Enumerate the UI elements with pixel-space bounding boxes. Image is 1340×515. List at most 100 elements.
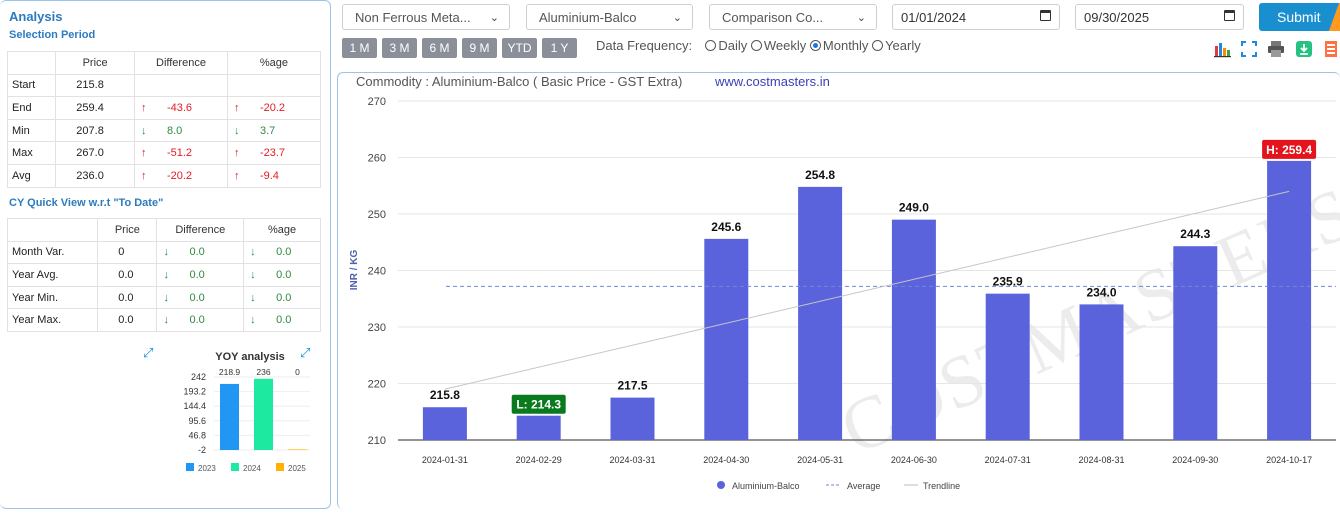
bar-value-label: 254.8 [805,168,835,182]
arrow-down-icon: ↓ [163,246,169,259]
y-tick-label: 210 [368,435,386,447]
freq-yearly-label[interactable]: Yearly [885,38,921,53]
commodity-select[interactable]: Aluminium-Balco ⌄ [526,4,693,30]
to-date-input[interactable]: 09/30/2025 [1075,4,1244,30]
range-1y-button[interactable]: 1 Y [542,38,577,58]
calendar-icon[interactable] [1224,10,1235,21]
bar[interactable] [516,415,561,440]
freq-monthly-label[interactable]: Monthly [822,38,869,53]
bar-value-label: 245.6 [711,220,741,234]
range-1m-button[interactable]: 1 M [342,38,377,58]
radio-monthly[interactable] [809,40,821,51]
expand-icon[interactable]: ⤢ [143,345,154,360]
x-tick-label: 2024-08-31 [1078,455,1124,465]
radio-weekly[interactable] [750,40,762,51]
radio-daily[interactable] [705,40,717,51]
percentage-cell-value: 0.0 [276,246,292,259]
bar-value-label: 217.5 [617,379,647,393]
radio-yearly[interactable] [872,40,884,51]
analysis-panel: Analysis Selection Period Price Differen… [0,0,331,509]
yoy-legend-label: 2024 [243,464,261,473]
difference-cell: ↓ 0.0 [156,240,245,265]
range-3m-button[interactable]: 3 M [382,38,417,58]
x-tick-label: 2024-04-30 [703,455,749,465]
table-row: Year Avg. 0.0 ↓ 0.0 ↓ 0.0 [6,263,321,287]
percentage-cell: ↓ 0.0 [243,308,321,332]
bar[interactable] [985,293,1030,440]
chart-site-link[interactable]: www.costmasters.in [714,74,830,89]
bar[interactable] [1079,304,1124,440]
range-9m-button[interactable]: 9 M [462,38,497,58]
legend-label[interactable]: Trendline [923,481,960,491]
legend-marker[interactable] [717,481,725,489]
selection-period-table: Price Difference %age Start 215.8 End 259.4… [6,51,322,188]
bar[interactable] [891,219,936,440]
freq-daily-label[interactable]: Daily [718,38,748,53]
chart-panel: COSTMASTERS Commodity : Aluminium-Balco … [337,72,1340,509]
submit-button[interactable]: Submit [1259,3,1340,31]
percentage-cell [226,73,322,98]
freq-weekly-label[interactable]: Weekly [763,38,807,53]
accent-stripe [1328,3,1340,31]
percentage-cell: ↑ -20.2 [226,96,322,120]
to-date-value: 09/30/2025 [1084,10,1150,25]
table-row: Min 207.8 ↓ 8.0 ↓ 3.7 [6,118,322,143]
export-icon[interactable] [1323,40,1340,58]
difference-cell: ↓ 0.0 [156,285,245,310]
row-label: Max [6,141,57,165]
bar-value-label: 235.9 [993,275,1023,289]
legend-label[interactable]: Aluminium-Balco [732,481,800,491]
yoy-chart: YOY analysis 242 193.2 144.4 95.6 46.8 -2 218.9… [183,351,310,473]
table-row: Year Min. 0.0 ↓ 0.0 ↓ 0.0 [6,285,321,310]
yoy-y-tick: 193.2 [183,387,206,397]
arrow-up-icon: ↑ [140,101,147,114]
price-chart: COSTMASTERS Commodity : Aluminium-Balco … [349,74,1340,491]
category-select[interactable]: Non Ferrous Meta... ⌄ [342,4,510,30]
difference-cell: ↓ 0.0 [156,308,245,332]
yoy-legend-label: 2025 [288,464,306,473]
legend-label[interactable]: Average [847,481,880,491]
range-ytd-button[interactable]: YTD [502,38,537,58]
percentage-cell: ↓ 3.7 [226,118,322,143]
percentage-cell: ↑ -23.7 [226,141,322,165]
range-6m-button[interactable]: 6 M [422,38,457,58]
chart-type-icon[interactable] [1213,40,1231,58]
x-tick-label: 2024-07-31 [985,455,1031,465]
calendar-icon[interactable] [1040,10,1051,21]
bar[interactable] [1267,160,1312,440]
price-cell: 0.0 [97,285,158,310]
high-marker [1262,139,1317,159]
arrow-down-icon: ↓ [163,268,169,281]
difference-cell-value: -20.2 [166,169,193,182]
cy-quick-view-table: Price Difference %age Month Var. 0 ↓ 0.0 ↓ 0.… [6,218,321,332]
col-header-percentage: %age [226,51,322,75]
print-icon[interactable] [1267,40,1285,58]
y-tick-label: 260 [368,153,386,165]
bar[interactable] [1173,246,1218,440]
from-date-input[interactable]: 01/01/2024 [892,4,1060,30]
bar-value-label: H: 259.4 [1266,143,1312,157]
x-tick-label: 2024-01-31 [422,455,468,465]
bar[interactable] [422,407,467,440]
bar[interactable] [798,186,843,440]
percentage-cell-value: 0.0 [276,291,292,304]
x-tick-label: 2024-03-31 [609,455,655,465]
x-tick-label: 2024-06-30 [891,455,937,465]
col-header-percentage: %age [243,218,321,242]
arrow-down-icon: ↓ [250,268,256,281]
price-cell: 207.8 [55,118,135,143]
difference-cell-value: 0.0 [189,314,205,327]
chevron-down-icon: ⌄ [489,12,499,24]
selection-period-label: Selection Period [9,29,96,41]
bar[interactable] [610,397,655,440]
arrow-down-icon: ↓ [250,291,256,304]
row-label: Month Var. [6,240,99,265]
comparison-select[interactable]: Comparison Co... ⌄ [709,4,877,30]
percentage-cell: ↑ -9.4 [226,163,322,188]
x-tick-label: 2024-09-30 [1172,455,1218,465]
difference-cell [133,73,228,98]
expand-icon[interactable]: ⤢ [300,345,311,360]
fullscreen-icon[interactable] [1240,40,1258,58]
download-icon[interactable] [1295,40,1313,58]
bar[interactable] [704,238,749,440]
